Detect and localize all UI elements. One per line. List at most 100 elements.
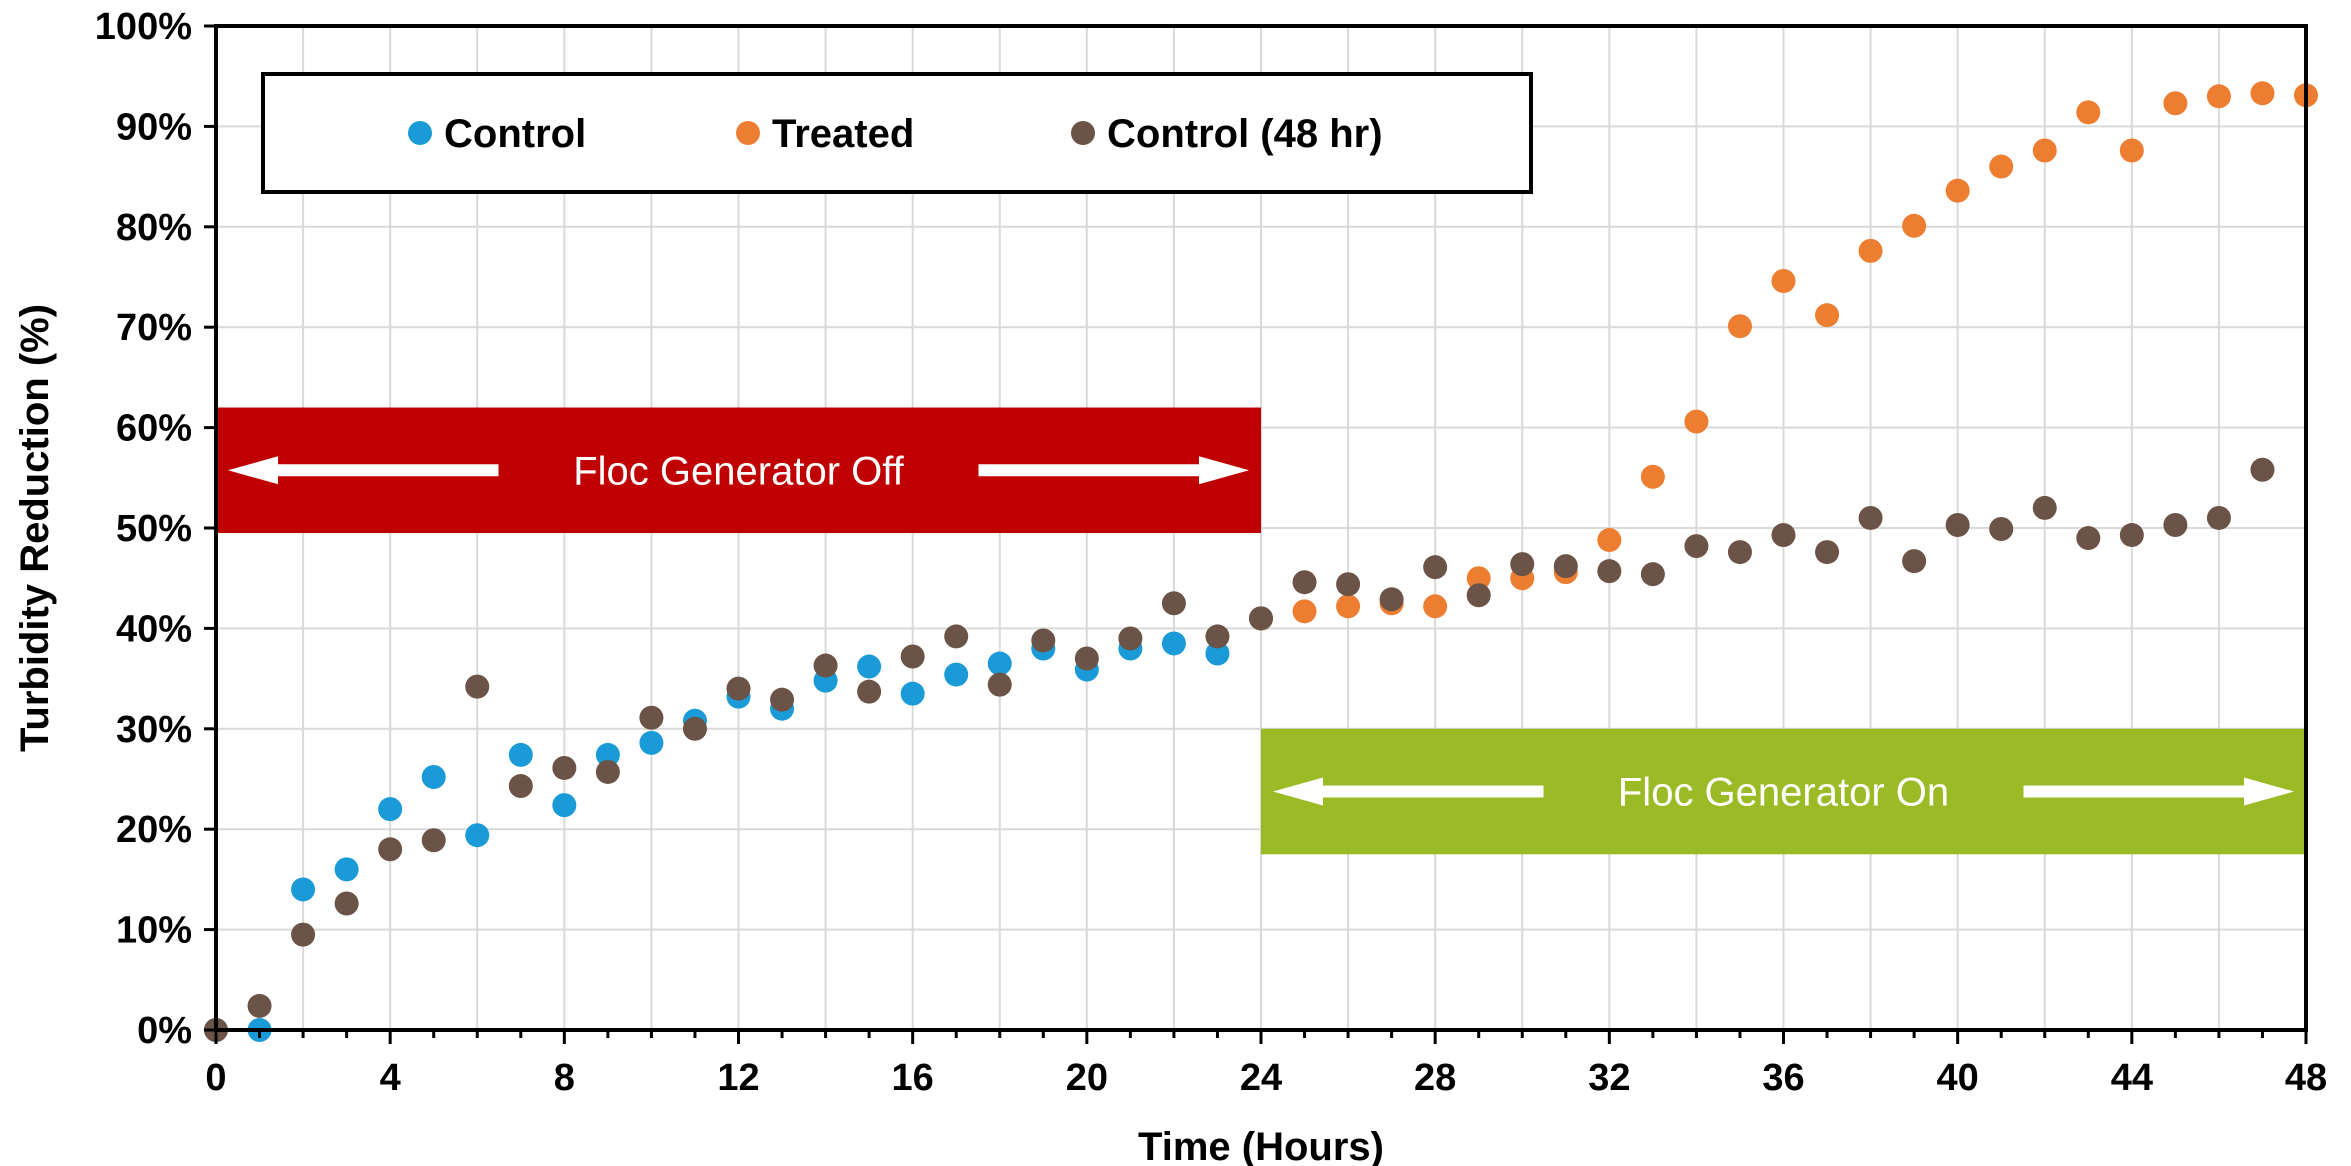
x-tick-label: 24 bbox=[1240, 1057, 1282, 1099]
data-point bbox=[421, 764, 446, 789]
x-tick-label: 8 bbox=[554, 1057, 575, 1099]
data-point bbox=[1161, 591, 1186, 616]
data-point bbox=[1597, 528, 1622, 553]
data-point bbox=[595, 742, 620, 767]
data-point bbox=[1684, 409, 1709, 434]
data-point bbox=[378, 837, 403, 862]
data-point bbox=[1510, 552, 1535, 577]
data-point bbox=[1858, 505, 1883, 530]
data-point bbox=[1336, 594, 1361, 619]
data-point bbox=[378, 797, 403, 822]
legend-entry: Control bbox=[408, 112, 586, 156]
data-point bbox=[595, 759, 620, 784]
data-point bbox=[2119, 138, 2144, 163]
data-point bbox=[770, 687, 795, 712]
data-point bbox=[465, 823, 490, 848]
y-tick-label: 90% bbox=[116, 106, 192, 148]
legend-label: Control bbox=[444, 112, 586, 156]
floc-off-band: Floc Generator Off bbox=[216, 407, 1261, 534]
data-point bbox=[552, 755, 577, 780]
legend-marker bbox=[1071, 121, 1095, 145]
data-point bbox=[2163, 91, 2188, 116]
band-label: Floc Generator Off bbox=[573, 449, 904, 493]
data-point bbox=[508, 774, 533, 799]
data-point bbox=[2250, 81, 2275, 106]
x-tick-label: 0 bbox=[205, 1057, 226, 1099]
data-point bbox=[682, 716, 707, 741]
band-arrow-right-head bbox=[1199, 456, 1249, 485]
data-point bbox=[1423, 555, 1448, 580]
data-point bbox=[1640, 464, 1665, 489]
legend-entry: Treated bbox=[736, 112, 914, 156]
band-arrow-right-head bbox=[2244, 777, 2294, 806]
data-point bbox=[2206, 84, 2231, 109]
data-point bbox=[2032, 138, 2057, 163]
data-point bbox=[552, 793, 577, 818]
data-point bbox=[1902, 549, 1927, 574]
data-point bbox=[1945, 178, 1970, 203]
data-point bbox=[1640, 562, 1665, 587]
y-axis-title: Turbidity Reduction (%) bbox=[13, 304, 57, 752]
data-points bbox=[204, 81, 2318, 1042]
data-point bbox=[2119, 523, 2144, 548]
y-tick-label: 10% bbox=[116, 910, 192, 952]
band-arrow-left-head bbox=[1273, 777, 1323, 806]
data-point bbox=[2032, 495, 2057, 520]
y-tick-label: 30% bbox=[116, 709, 192, 751]
x-tick-label: 36 bbox=[1762, 1057, 1804, 1099]
y-tick-label: 0% bbox=[137, 1010, 192, 1052]
data-point bbox=[1989, 154, 2014, 179]
data-point bbox=[1466, 583, 1491, 608]
data-point bbox=[1815, 540, 1840, 565]
x-tick-label: 32 bbox=[1588, 1057, 1630, 1099]
data-point bbox=[2076, 526, 2101, 551]
series-control-48-hr bbox=[204, 457, 2275, 1042]
annotation-bands: Floc Generator Off Floc Generator On bbox=[216, 407, 2306, 855]
data-point bbox=[1423, 594, 1448, 619]
data-point bbox=[1771, 269, 1796, 294]
legend-box bbox=[261, 72, 1533, 194]
y-tick-label: 20% bbox=[116, 809, 192, 851]
data-point bbox=[1205, 641, 1230, 666]
data-point bbox=[987, 672, 1012, 697]
data-point bbox=[987, 651, 1012, 676]
x-tick-label: 28 bbox=[1414, 1057, 1456, 1099]
data-point bbox=[1161, 631, 1186, 656]
data-point bbox=[1466, 566, 1491, 591]
data-point bbox=[1597, 559, 1622, 584]
legend-label: Treated bbox=[772, 112, 914, 156]
data-point bbox=[2163, 512, 2188, 537]
axes: 0 4 8 12 16 20 24 28 32 36 40 44 480%10%20%30%40%50%… bbox=[95, 6, 2327, 1099]
data-point bbox=[1292, 570, 1317, 595]
data-point bbox=[1684, 534, 1709, 559]
data-point bbox=[900, 681, 925, 706]
y-tick-label: 100% bbox=[95, 6, 192, 48]
y-tick-label: 70% bbox=[116, 307, 192, 349]
legend-marker bbox=[408, 121, 432, 145]
data-point bbox=[1553, 554, 1578, 579]
y-tick-label: 40% bbox=[116, 608, 192, 650]
legend-label: Control (48 hr) bbox=[1107, 112, 1383, 156]
data-point bbox=[2206, 505, 2231, 530]
band-arrow-left-head bbox=[228, 456, 278, 485]
data-point bbox=[1771, 523, 1796, 548]
data-point bbox=[639, 730, 664, 755]
x-axis-title: Time (Hours) bbox=[1138, 1125, 1384, 1166]
legend: Control Treated Control (48 hr) bbox=[261, 72, 1533, 194]
floc-on-band: Floc Generator On bbox=[1261, 728, 2306, 855]
data-point bbox=[1727, 540, 1752, 565]
y-tick-label: 50% bbox=[116, 508, 192, 550]
data-point bbox=[2250, 457, 2275, 482]
data-point bbox=[291, 877, 316, 902]
data-point bbox=[1379, 587, 1404, 612]
data-point bbox=[1249, 606, 1273, 631]
data-point bbox=[1118, 626, 1143, 651]
data-point bbox=[1858, 238, 1883, 263]
data-point bbox=[1031, 628, 1056, 653]
data-point bbox=[1815, 303, 1840, 328]
x-tick-label: 48 bbox=[2285, 1057, 2327, 1099]
data-point bbox=[813, 653, 838, 678]
y-tick-label: 80% bbox=[116, 207, 192, 249]
y-tick-label: 60% bbox=[116, 408, 192, 450]
